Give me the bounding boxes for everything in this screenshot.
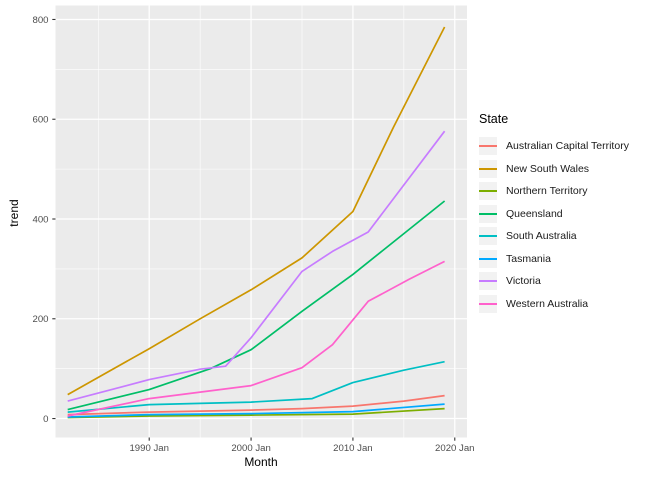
panel-background xyxy=(55,5,467,438)
legend-key-swatch xyxy=(479,137,497,156)
legend-item-western-australia: Western Australia xyxy=(479,293,629,316)
legend-key-line xyxy=(479,167,497,170)
legend-key-line xyxy=(479,302,497,305)
legend-key-swatch xyxy=(479,159,497,178)
legend-items: Australian Capital Territory New South Wa… xyxy=(479,135,629,315)
y-tick-label: 800 xyxy=(32,15,48,26)
legend-item-label: Western Australia xyxy=(506,297,589,310)
x-tick-label: 2020 Jan xyxy=(435,443,474,454)
legend-key-swatch xyxy=(479,294,497,313)
series-line-victoria xyxy=(67,130,446,402)
legend-key-line xyxy=(479,212,497,215)
legend-key-swatch xyxy=(479,227,497,246)
series-line-northern-territory xyxy=(67,407,445,419)
x-axis-title: Month xyxy=(244,455,278,469)
legend-title: State xyxy=(479,112,509,126)
legend-key-line xyxy=(479,145,497,148)
legend-key-swatch xyxy=(479,182,497,201)
series-line-australian-capital-territory xyxy=(67,394,445,416)
legend-key-line xyxy=(479,190,497,193)
y-tick-label: 600 xyxy=(32,115,48,126)
legend-key-swatch xyxy=(479,272,497,291)
series-line-western-australia xyxy=(67,260,445,417)
legend: State Australian Capital Territory New So… xyxy=(479,112,629,315)
y-tick-label: 400 xyxy=(32,214,48,225)
legend-key-line xyxy=(479,257,497,260)
legend-item-queensland: Queensland xyxy=(479,203,629,226)
series-line-queensland xyxy=(67,200,446,411)
series-line-new-south-wales xyxy=(67,26,446,396)
legend-item-label: New South Wales xyxy=(506,162,590,175)
legend-item-south-australia: South Australia xyxy=(479,225,629,248)
legend-key-line xyxy=(479,235,497,238)
legend-item-tasmania: Tasmania xyxy=(479,248,629,271)
legend-key-swatch xyxy=(479,249,497,268)
legend-item-australian-capital-territory: Australian Capital Territory xyxy=(479,135,629,158)
legend-key-swatch xyxy=(479,204,497,223)
legend-item-new-south-wales: New South Wales xyxy=(479,158,629,181)
x-tick-label: 2010 Jan xyxy=(333,443,372,454)
y-tick-label: 200 xyxy=(32,314,48,325)
legend-key-line xyxy=(479,280,497,283)
legend-item-label: Tasmania xyxy=(506,252,551,265)
legend-item-label: Queensland xyxy=(506,207,563,220)
legend-item-northern-territory: Northern Territory xyxy=(479,180,629,203)
y-tick-label: 0 xyxy=(43,414,48,425)
y-axis-title: trend xyxy=(7,199,21,227)
legend-item-victoria: Victoria xyxy=(479,270,629,293)
x-tick-label: 2000 Jan xyxy=(231,443,270,454)
legend-item-label: Australian Capital Territory xyxy=(506,140,629,153)
series-line-tasmania xyxy=(67,403,445,418)
legend-item-label: South Australia xyxy=(506,230,577,243)
legend-item-label: Northern Territory xyxy=(506,185,588,198)
x-tick-label: 1990 Jan xyxy=(129,443,168,454)
legend-item-label: Victoria xyxy=(506,275,541,288)
series-line-south-australia xyxy=(67,360,445,413)
